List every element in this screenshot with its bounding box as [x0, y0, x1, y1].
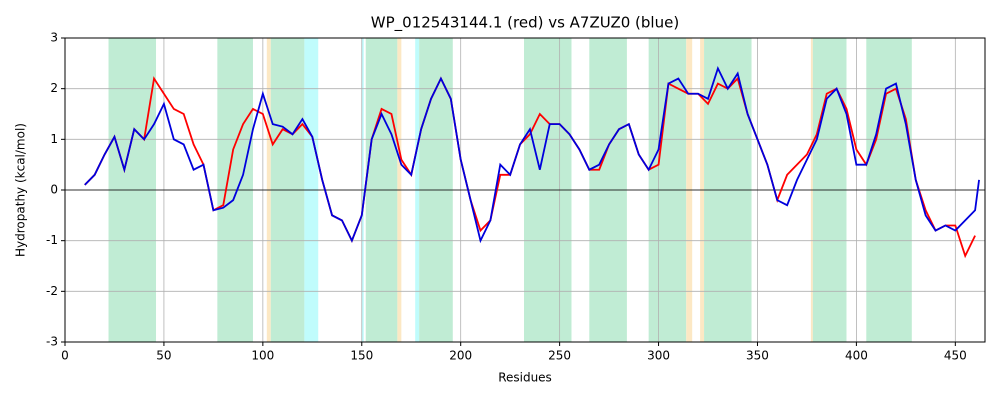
y-axis-label: Hydropathy (kcal/mol): [14, 123, 28, 257]
series-line: [84, 76, 976, 259]
x-axis-label: Residues: [498, 371, 552, 385]
x-tick-label: 350: [746, 349, 769, 363]
y-tick-label: -1: [46, 233, 58, 247]
x-tick-label: 450: [944, 349, 967, 363]
y-tick-label: 2: [50, 81, 58, 95]
series-line: [84, 66, 980, 244]
x-tick-label: 150: [350, 349, 373, 363]
y-tick-label: 1: [50, 132, 58, 146]
y-tick-label: -3: [46, 335, 58, 349]
x-tick-label: 200: [449, 349, 472, 363]
x-tick-label: 250: [548, 349, 571, 363]
y-tick-label: 0: [50, 183, 58, 197]
x-tick-label: 50: [156, 349, 171, 363]
x-tick-label: 100: [251, 349, 274, 363]
x-tick-label: 300: [647, 349, 670, 363]
chart-title: WP_012543144.1 (red) vs A7ZUZ0 (blue): [371, 14, 679, 33]
plot-frame: [64, 37, 986, 343]
y-tick-label: -2: [46, 284, 58, 298]
x-tick-label: 400: [845, 349, 868, 363]
x-tick-label: 0: [61, 349, 69, 363]
y-tick-label: 3: [50, 31, 58, 45]
